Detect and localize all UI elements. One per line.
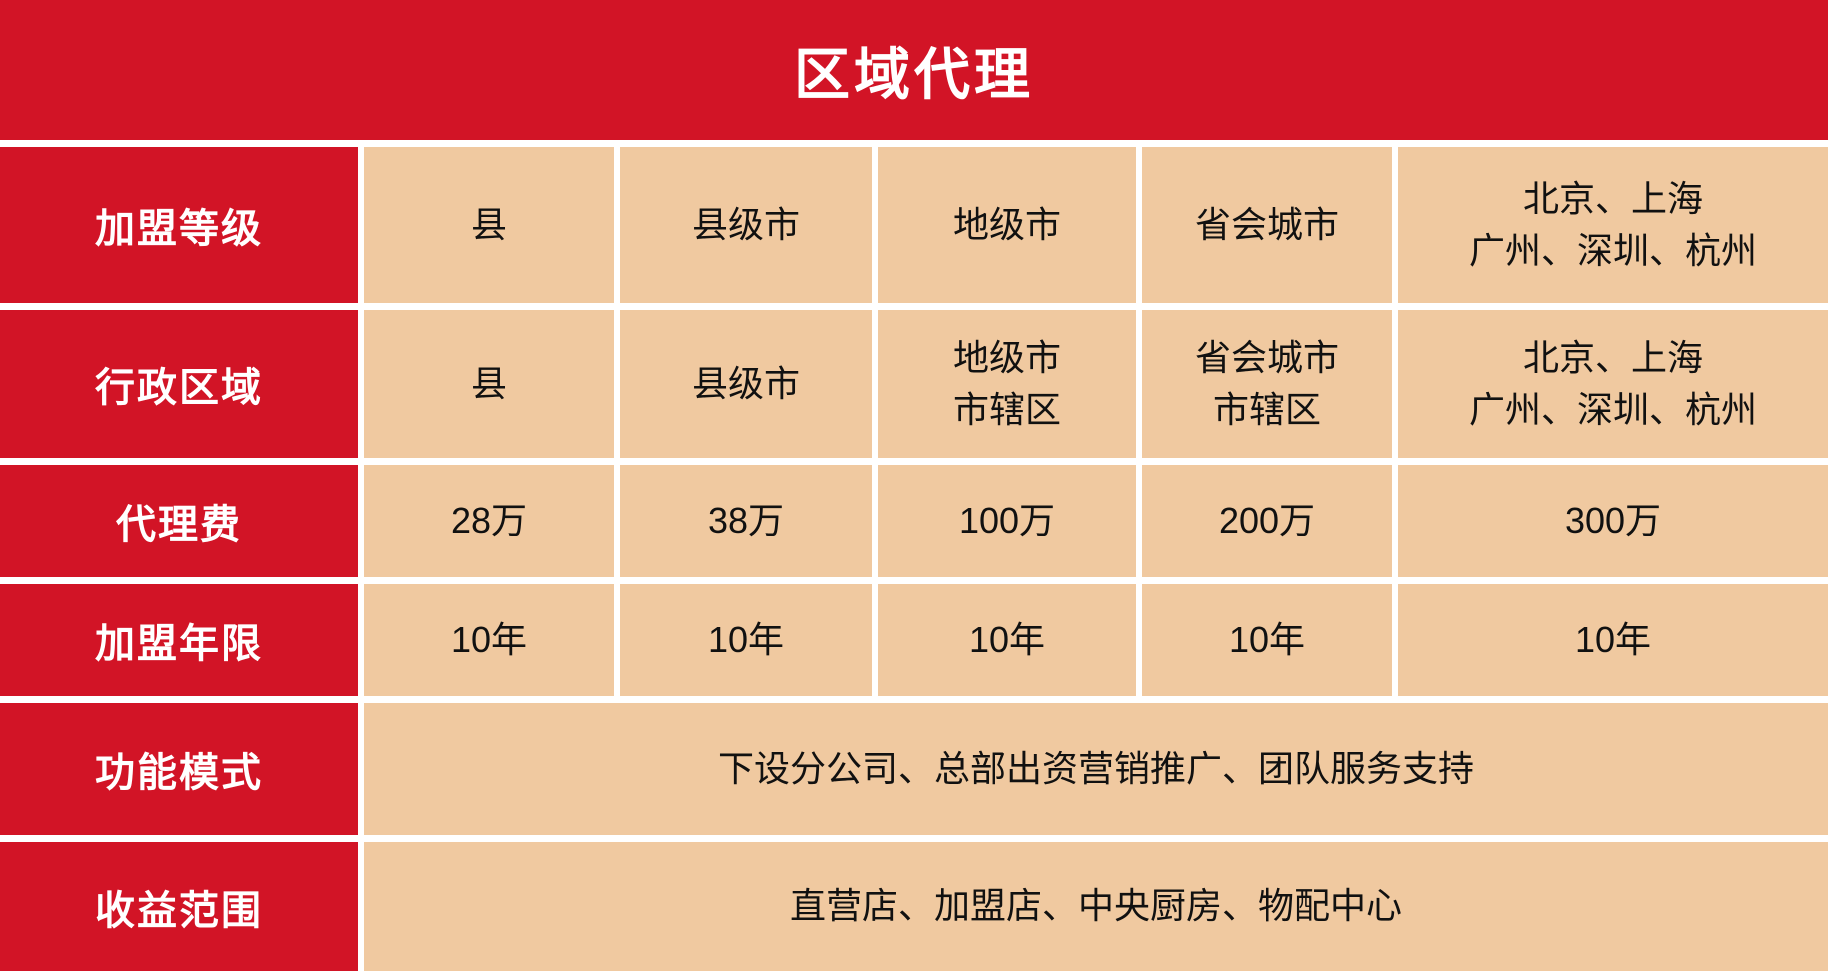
cell-agency-fee-5: 300万 xyxy=(1398,465,1828,577)
cell-franchise-level-3: 地级市 xyxy=(878,147,1136,303)
cell-agency-fee-3: 100万 xyxy=(878,465,1136,577)
cell-admin-region-5: 北京、上海 广州、深圳、杭州 xyxy=(1398,310,1828,458)
cell-franchise-level-2: 县级市 xyxy=(620,147,872,303)
cell-agency-fee-1: 28万 xyxy=(364,465,614,577)
cell-franchise-term-4: 10年 xyxy=(1142,584,1392,696)
row-label-revenue-scope: 收益范围 xyxy=(0,842,358,971)
table-header: 区域代理 xyxy=(0,0,1828,140)
cell-franchise-term-2: 10年 xyxy=(620,584,872,696)
cell-agency-fee-4: 200万 xyxy=(1142,465,1392,577)
row-label-franchise-level: 加盟等级 xyxy=(0,147,358,303)
page-title: 区域代理 xyxy=(794,42,1034,106)
cell-agency-fee-2: 38万 xyxy=(620,465,872,577)
cell-admin-region-1: 县 xyxy=(364,310,614,458)
cell-franchise-level-1: 县 xyxy=(364,147,614,303)
cell-franchise-term-5: 10年 xyxy=(1398,584,1828,696)
cell-admin-region-3: 地级市 市辖区 xyxy=(878,310,1136,458)
cell-function-mode: 下设分公司、总部出资营销推广、团队服务支持 xyxy=(364,703,1828,835)
row-label-agency-fee: 代理费 xyxy=(0,465,358,577)
cell-franchise-term-1: 10年 xyxy=(364,584,614,696)
cell-admin-region-2: 县级市 xyxy=(620,310,872,458)
row-label-franchise-term: 加盟年限 xyxy=(0,584,358,696)
row-label-function-mode: 功能模式 xyxy=(0,703,358,835)
row-label-admin-region: 行政区域 xyxy=(0,310,358,458)
cell-revenue-scope: 直营店、加盟店、中央厨房、物配中心 xyxy=(364,842,1828,971)
cell-franchise-level-4: 省会城市 xyxy=(1142,147,1392,303)
cell-franchise-term-3: 10年 xyxy=(878,584,1136,696)
cell-franchise-level-5: 北京、上海 广州、深圳、杭州 xyxy=(1398,147,1828,303)
cell-admin-region-4: 省会城市 市辖区 xyxy=(1142,310,1392,458)
